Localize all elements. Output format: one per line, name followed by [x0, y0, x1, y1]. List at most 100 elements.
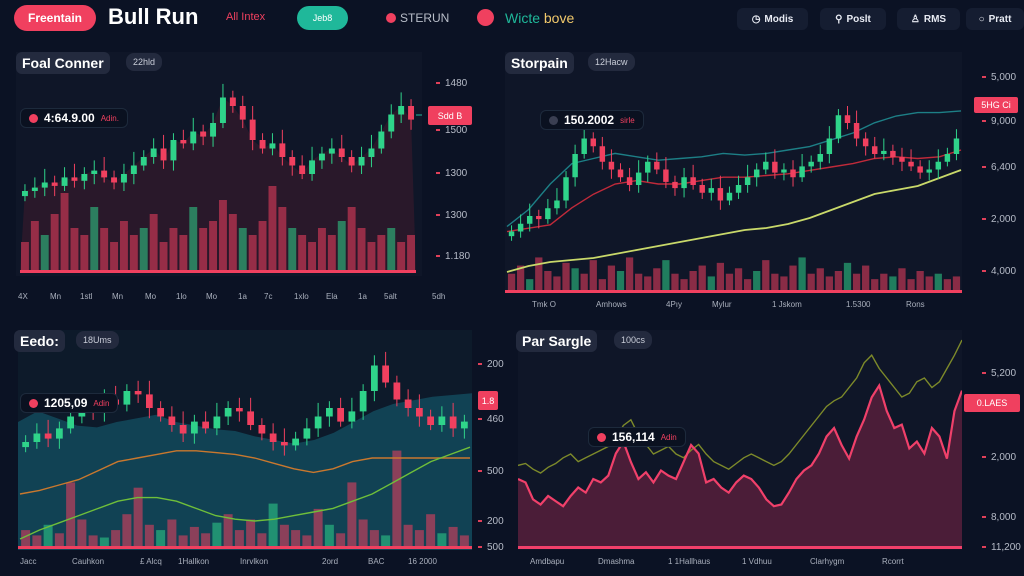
panel-tag[interactable]: 22hld [126, 53, 163, 71]
panel-title: Storpain [505, 52, 574, 74]
chart-storpain [505, 105, 962, 293]
volume-bar [852, 273, 861, 290]
candle [626, 177, 633, 185]
ma-slow-line [506, 169, 962, 273]
candle [382, 365, 389, 383]
volume-bar [680, 279, 688, 290]
volume-bar [209, 221, 218, 270]
volume-bar [313, 508, 323, 546]
candle [717, 188, 724, 201]
candle [438, 416, 446, 425]
volume-bar [347, 207, 356, 270]
teal-pill-button[interactable]: Jeb8 [297, 6, 348, 30]
volume-bar [99, 537, 109, 546]
candle [645, 161, 651, 173]
volume-bar [149, 214, 158, 270]
candle [326, 408, 333, 417]
candle [581, 138, 587, 154]
volume-bar [743, 279, 752, 290]
candle [388, 114, 395, 132]
candle [269, 433, 277, 442]
volume-bar [100, 228, 109, 270]
volume-bar [66, 482, 76, 546]
brand-pill[interactable]: Freentain [14, 5, 96, 31]
volume-bar [381, 535, 391, 546]
price-sub: Adin [93, 398, 110, 408]
candle [844, 115, 851, 123]
pink-line [518, 382, 962, 508]
y-axis-label: 500 [478, 542, 504, 553]
candle [408, 106, 415, 120]
volume-bar [880, 273, 888, 290]
ticker2-b: bove [543, 10, 575, 26]
candle [281, 442, 288, 446]
candle [378, 131, 385, 149]
candle [224, 408, 232, 417]
volume-bar [223, 514, 233, 546]
candle [835, 115, 842, 139]
nav-pratt-button[interactable]: ○ Pratt [966, 8, 1024, 30]
candle [328, 148, 335, 154]
status-dot-icon [597, 432, 606, 442]
candle [120, 174, 127, 183]
ticker-wicte-bove[interactable]: Wicte bove [505, 10, 574, 26]
candle [348, 157, 355, 166]
candle [249, 119, 256, 140]
volume-bar [20, 242, 29, 270]
volume-bar [616, 271, 625, 290]
candle [908, 161, 914, 167]
candle [61, 177, 68, 186]
volume-bar [753, 271, 761, 290]
candle [449, 416, 457, 429]
panel-title: Eedo: [14, 330, 65, 352]
chart-panel-storpain[interactable] [505, 52, 962, 293]
nav-rms-button[interactable]: ♙ RMS [897, 8, 960, 30]
volume-bar [653, 268, 661, 290]
nav-poslt-button[interactable]: ⚲ Poslt [820, 8, 886, 30]
price-info: 1205,09 Adin [20, 393, 119, 413]
price-sub: sirle [620, 115, 635, 125]
volume-bar [257, 533, 267, 546]
volume-bar [60, 193, 69, 270]
volume-bar [916, 271, 924, 290]
x-axis-label: Rons [906, 300, 925, 309]
y-axis-label: 460 [478, 414, 504, 425]
price-info: 150.2002 sirle [540, 110, 644, 130]
current-price-tag: 1.8 [478, 391, 498, 410]
volume-bar [246, 519, 256, 546]
panel-tag[interactable]: 100cs [614, 331, 653, 349]
nav-modis-button[interactable]: ◷ Modis [737, 8, 808, 30]
candle [337, 408, 344, 422]
candle [545, 208, 551, 220]
x-axis-label: 1 Vdhuu [742, 557, 772, 566]
volume-bar [258, 221, 267, 270]
volume-bar [834, 271, 843, 290]
volume-bar [279, 524, 289, 546]
x-axis-label: Amhows [596, 300, 627, 309]
ma-red-line [506, 149, 962, 233]
volume-bar [589, 260, 597, 290]
panel-tag[interactable]: 18Ums [76, 331, 119, 349]
volume-bar [179, 235, 188, 270]
candle [944, 154, 951, 162]
y-axis-label: 11,200 [982, 542, 1021, 553]
volume-bar [327, 235, 336, 270]
volume-bar [189, 207, 198, 270]
candle [416, 408, 423, 417]
y-axis-label: 1300 [436, 210, 467, 221]
candle [359, 391, 367, 412]
volume-bar [129, 235, 138, 270]
nav-label: Pratt [988, 13, 1012, 25]
candle [708, 188, 715, 193]
volume-bar [77, 519, 87, 546]
y-axis-label: 8,000 [982, 512, 1016, 523]
y-axis-label: 1.180 [436, 251, 470, 262]
ticker-sterun[interactable]: STERUN [400, 11, 450, 25]
volume-bar [90, 207, 99, 270]
panel-tag[interactable]: 12Hacw [588, 53, 635, 71]
candle [853, 123, 860, 139]
candle [150, 148, 157, 157]
baseline [505, 290, 962, 293]
y-axis-label: 2,000 [982, 214, 1016, 225]
x-axis-label: 2ord [322, 557, 339, 566]
